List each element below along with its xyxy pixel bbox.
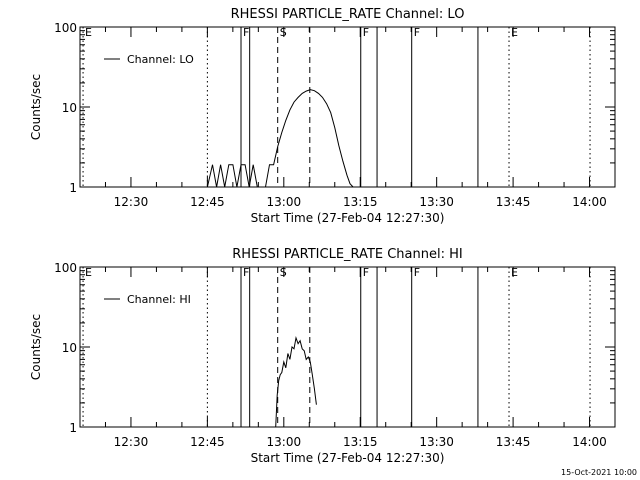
- y-tick-label: 100: [54, 21, 77, 35]
- x-axis-label: Start Time (27-Feb-04 12:27:30): [251, 451, 445, 465]
- event-marker-label: F: [363, 266, 369, 279]
- x-axis-label: Start Time (27-Feb-04 12:27:30): [251, 211, 445, 225]
- legend-label: Channel: LO: [127, 53, 194, 66]
- event-marker-label: S: [280, 266, 287, 279]
- series-line: [275, 335, 317, 428]
- y-tick-label: 100: [54, 261, 77, 275]
- x-tick-label: 12:45: [190, 435, 225, 449]
- x-tick-label: 13:45: [496, 195, 531, 209]
- x-tick-label: 13:15: [343, 195, 378, 209]
- x-tick-label: 14:00: [572, 435, 607, 449]
- x-tick-label: 13:30: [419, 195, 454, 209]
- series-line: [197, 89, 354, 188]
- lo-channel-panel: RHESSI PARTICLE_RATE Channel: LO 1 10 100 12…: [29, 7, 616, 225]
- y-tick-label: 1: [69, 181, 77, 195]
- chart-title: RHESSI PARTICLE_RATE Channel: LO: [231, 7, 465, 22]
- hi-channel-panel: RHESSI PARTICLE_RATE Channel: HI 1 10 100 12…: [29, 247, 616, 465]
- x-tick-label: 13:00: [267, 435, 302, 449]
- event-marker-label: F: [414, 26, 420, 39]
- event-marker-label: F: [363, 26, 369, 39]
- x-tick-label: 13:15: [343, 435, 378, 449]
- event-marker-label: E: [85, 26, 92, 39]
- x-tick-label: 13:45: [496, 435, 531, 449]
- x-tick-label: 13:00: [267, 195, 302, 209]
- plot-frame: [79, 266, 616, 428]
- event-marker-label: E: [511, 26, 518, 39]
- legend-label: Channel: HI: [127, 293, 191, 306]
- y-tick-label: 10: [62, 341, 77, 355]
- y-tick-label: 10: [62, 101, 77, 115]
- y-tick-label: 1: [69, 421, 77, 435]
- x-tick-label: 12:45: [190, 195, 225, 209]
- x-tick-label: 13:30: [419, 435, 454, 449]
- x-tick-label: 14:00: [572, 195, 607, 209]
- y-axis-label: Counts/sec: [29, 314, 43, 380]
- event-marker-label: F: [243, 26, 249, 39]
- date-stamp: 15-Oct-2021 10:00: [561, 468, 637, 477]
- event-marker-label: E: [511, 266, 518, 279]
- event-marker-label: F: [243, 266, 249, 279]
- x-tick-label: 12:30: [114, 435, 149, 449]
- event-marker-label: F: [414, 266, 420, 279]
- chart-title: RHESSI PARTICLE_RATE Channel: HI: [232, 247, 462, 262]
- event-marker-label: E: [85, 266, 92, 279]
- y-axis-label: Counts/sec: [29, 74, 43, 140]
- plot-frame: [79, 26, 616, 188]
- x-tick-label: 12:30: [114, 195, 149, 209]
- event-marker-label: S: [280, 26, 287, 39]
